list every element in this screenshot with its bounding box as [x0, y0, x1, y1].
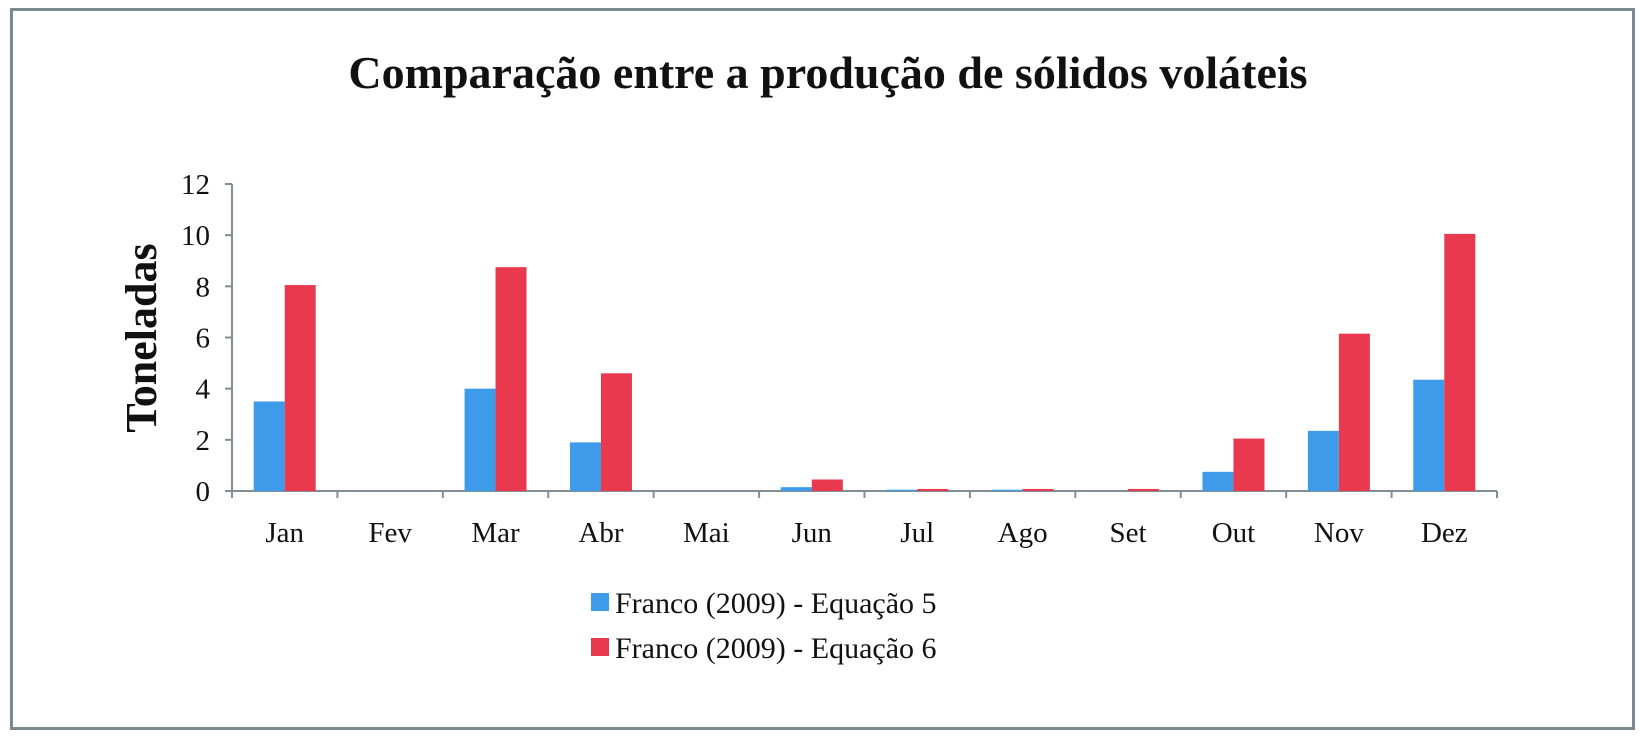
y-axis-label: Toneladas	[117, 243, 166, 432]
bar-1-abr	[569, 442, 601, 491]
x-tick-label: Fev	[368, 517, 412, 549]
y-tick-label: 8	[196, 271, 211, 303]
legend-swatch-2	[591, 638, 609, 656]
bar-2-dez	[1444, 233, 1476, 491]
bar-2-abr	[600, 373, 632, 491]
x-tick-label: Mai	[683, 517, 730, 549]
x-tick-label: Jun	[792, 517, 833, 549]
bar-2-ago	[1022, 488, 1054, 491]
bar-2-set	[1128, 488, 1160, 491]
y-tick-label: 6	[196, 323, 211, 355]
x-tick-label: Ago	[998, 517, 1048, 549]
axes: 0 2 4 6 8 10 12 Jan Fev Mar Abr Mai Jun Jul Ago Set Out N…	[181, 169, 1498, 549]
legend-label-2: Franco (2009) - Equação 6	[615, 632, 937, 665]
y-tick-label: 4	[196, 374, 211, 406]
bar-1-nov	[1307, 430, 1339, 491]
bar-2-out	[1233, 438, 1265, 491]
bar-2-mar	[495, 267, 527, 491]
legend-label-1: Franco (2009) - Equação 5	[615, 587, 937, 620]
bar-1-jul	[886, 489, 918, 491]
legend: Franco (2009) - Equação 5 Franco (2009) -…	[591, 587, 937, 665]
x-tick-label: Set	[1110, 517, 1147, 549]
x-tick-label: Jan	[265, 517, 304, 549]
y-tick-label: 10	[181, 220, 210, 252]
bar-1-dez	[1413, 379, 1445, 491]
bar-1-jan	[253, 401, 285, 491]
x-tick-label: Jul	[900, 517, 934, 549]
bar-2-nov	[1338, 333, 1370, 491]
bar-2-jan	[284, 285, 316, 491]
y-tick-label: 0	[196, 476, 211, 508]
x-tick-label: Nov	[1314, 517, 1364, 549]
bar-1-mar	[464, 388, 496, 491]
bar-2-jun	[811, 479, 843, 491]
legend-swatch-1	[591, 593, 609, 611]
bar-1-jun	[780, 487, 812, 491]
bar-2-jul	[917, 488, 949, 491]
bar-1-ago	[991, 489, 1023, 491]
x-tick-label: Mar	[471, 517, 520, 549]
y-tick-label: 2	[196, 425, 211, 457]
x-tick-label: Abr	[578, 517, 623, 549]
x-tick-label: Out	[1212, 517, 1256, 549]
chart-title: Comparação entre a produção de sólidos v…	[348, 47, 1307, 98]
y-tick-label: 12	[181, 169, 210, 201]
bar-1-out	[1202, 471, 1234, 491]
bars	[253, 233, 1476, 491]
x-tick-label: Dez	[1421, 517, 1468, 549]
